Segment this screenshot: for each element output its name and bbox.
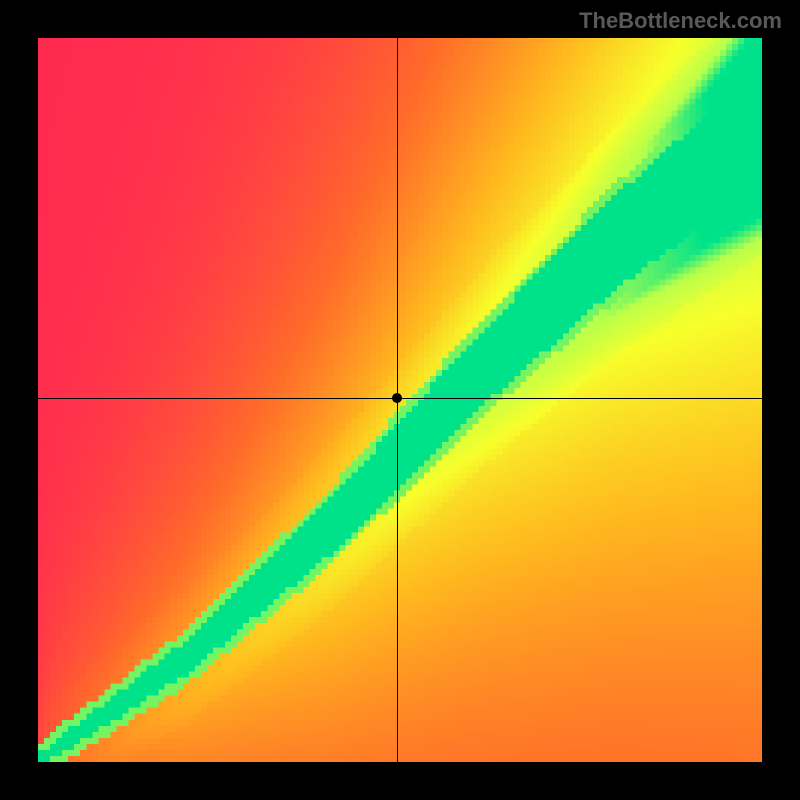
selection-marker[interactable]	[392, 393, 402, 403]
bottleneck-heatmap	[38, 38, 762, 762]
watermark-text: TheBottleneck.com	[579, 8, 782, 34]
